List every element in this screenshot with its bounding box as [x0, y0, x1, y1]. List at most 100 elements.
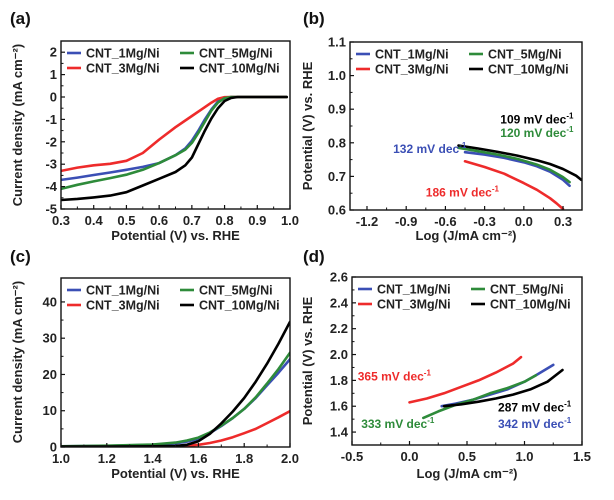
- panel-b: (b) -1.2 -0.9 -0.6 -0.3 0.0 0.3 0.6 0.7 0.8 0.9 1.0…: [300, 9, 583, 243]
- series-group: [457, 144, 582, 210]
- x-tick-label: 0.3: [554, 214, 572, 229]
- annotation-superscript: -1: [492, 185, 500, 194]
- y-tick-label: 2.4: [330, 295, 349, 310]
- series-line-cnt-3mg-ni: [463, 160, 565, 210]
- y-tick-label: -5: [45, 202, 57, 217]
- series-line-cnt-10mg-ni: [442, 368, 564, 408]
- legend-label: CNT_1Mg/Ni: [375, 48, 449, 62]
- slope-annotation: 365 mV dec-1: [358, 368, 432, 383]
- y-tick-label: 30: [43, 331, 57, 346]
- y-tick-label: 2.0: [330, 347, 348, 362]
- annotation-superscript: -1: [566, 125, 574, 134]
- series-line-cnt-1mg-ni: [61, 95, 288, 182]
- annotation-superscript: -1: [566, 111, 574, 120]
- series-line-cnt-3mg-ni: [61, 95, 288, 173]
- y-tick-label: 2: [50, 45, 57, 60]
- series-line-cnt-1mg-ni: [463, 150, 571, 188]
- series-line-cnt-5mg-ni: [457, 146, 571, 184]
- y-tick-label: -4: [45, 179, 57, 194]
- y-tick-label: 1.0: [328, 68, 346, 83]
- x-tick-label: -0.5: [341, 449, 363, 464]
- x-tick-label: -1.2: [356, 214, 378, 229]
- panel-d: (d) -0.5 0.0 0.5 1.0 1.5 1.4 1.6 1.8 2.0 2.2 2.4 2.6…: [300, 247, 591, 481]
- x-tick-label: -0.9: [395, 214, 417, 229]
- y-tick-label: 1.4: [330, 425, 349, 440]
- legend-label: CNT_3Mg/Ni: [375, 63, 449, 77]
- x-tick-label: 1.2: [98, 451, 116, 466]
- y-axis-label: Potential (V) vs. RHE: [300, 61, 315, 190]
- series-line-cnt-1mg-ni: [61, 357, 290, 447]
- x-tick-label: 1.8: [235, 451, 253, 466]
- series-line-cnt-10mg-ni: [61, 95, 288, 202]
- slope-annotation: 342 mV dec-1: [498, 416, 572, 431]
- annotation-text: 365 mV dec: [358, 369, 424, 383]
- x-axis-label: Log (J/mA cm⁻²): [417, 466, 518, 481]
- x-axis-label: Log (J/mA cm⁻²): [416, 228, 517, 243]
- series-line-cnt-10mg-ni: [457, 144, 582, 182]
- annotation-superscript: -1: [427, 416, 435, 425]
- y-tick-label: 0.9: [328, 102, 346, 117]
- y-tick-label: 0.6: [328, 203, 346, 218]
- x-axis-label: Potential (V) vs. RHE: [111, 228, 240, 243]
- y-tick-label: 1.1: [328, 35, 346, 50]
- legend-label: CNT_5Mg/Ni: [488, 48, 562, 62]
- y-tick-label: -1: [45, 112, 57, 127]
- legend-label: CNT_10Mg/Ni: [199, 299, 280, 313]
- legend-label: CNT_3Mg/Ni: [377, 298, 451, 312]
- series-line-cnt-10mg-ni: [61, 320, 290, 447]
- x-tick-label: -0.3: [473, 214, 495, 229]
- legend-label: CNT_10Mg/Ni: [490, 298, 571, 312]
- y-axis-label: Potential (V) vs. RHE: [300, 296, 315, 425]
- y-tick-label: 40: [43, 294, 57, 309]
- y-axis-label: Current density (mA cm⁻²): [10, 44, 25, 206]
- x-axis-label: Potential (V) vs. RHE: [111, 466, 240, 481]
- x-tick-label: 0.3: [52, 213, 70, 228]
- y-tick-label: 1.6: [330, 399, 348, 414]
- x-tick-label: 0.9: [248, 213, 266, 228]
- slope-annotation: 109 mV dec-1: [500, 111, 574, 126]
- x-tick-label: 0.5: [458, 449, 476, 464]
- annotation-text: 342 mV dec: [498, 417, 564, 431]
- legend: CNT_1Mg/Ni CNT_5Mg/Ni CNT_3Mg/Ni CNT_10Mg/N…: [356, 48, 569, 77]
- y-tick-label: 0: [50, 440, 57, 455]
- annotation-superscript: -1: [424, 368, 432, 377]
- panel-label: (b): [303, 9, 325, 28]
- legend-label: CNT_3Mg/Ni: [86, 62, 160, 76]
- annotation-text: 109 mV dec: [500, 112, 566, 126]
- x-tick-label: 0.5: [117, 213, 135, 228]
- slope-annotation: 120 mV dec-1: [500, 125, 574, 140]
- x-tick-label: 0.6: [150, 213, 168, 228]
- annotation-text: 186 mV dec: [426, 186, 492, 200]
- annotation-superscript: -1: [564, 399, 572, 408]
- annotation-superscript: -1: [564, 416, 572, 425]
- x-tick-label: 0.7: [183, 213, 201, 228]
- annotation-text: 120 mV dec: [500, 126, 566, 140]
- legend: CNT_1Mg/Ni CNT_5Mg/Ni CNT_3Mg/Ni CNT_10Mg/N…: [358, 283, 571, 312]
- y-tick-label: -2: [45, 134, 57, 149]
- annotation-text: 333 mV dec: [361, 417, 427, 431]
- legend-label: CNT_5Mg/Ni: [199, 284, 273, 298]
- x-tick-label: 1.0: [52, 451, 70, 466]
- panel-label: (a): [10, 9, 31, 28]
- panel-a: (a) 0.3 0.4 0.5 0.6 0.7 0.8 0.9 1.0 -5 -4 -3 -2 -1 0 1 2…: [10, 9, 299, 243]
- slope-annotation: 287 mV dec-1: [498, 399, 572, 414]
- legend-label: CNT_10Mg/Ni: [488, 63, 569, 77]
- series-line-cnt-5mg-ni: [422, 373, 538, 420]
- x-tick-label: 1.6: [189, 451, 207, 466]
- x-tick-label: 0.0: [400, 449, 418, 464]
- legend-label: CNT_10Mg/Ni: [199, 62, 280, 76]
- legend-label: CNT_5Mg/Ni: [199, 47, 273, 61]
- series-group: [61, 95, 288, 202]
- x-tick-label: 1.5: [573, 449, 591, 464]
- x-tick-label: 0.8: [216, 213, 234, 228]
- x-tick-label: -0.6: [434, 214, 456, 229]
- y-tick-label: 0.8: [328, 135, 346, 150]
- y-tick-label: 1: [50, 67, 57, 82]
- y-tick-label: 2.6: [330, 270, 348, 285]
- x-tick-label: 0.0: [515, 214, 533, 229]
- y-tick-label: 1.8: [330, 373, 348, 388]
- slope-annotation: 333 mV dec-1: [361, 416, 435, 431]
- y-tick-label: 10: [43, 403, 57, 418]
- series-line-cnt-3mg-ni: [408, 355, 523, 404]
